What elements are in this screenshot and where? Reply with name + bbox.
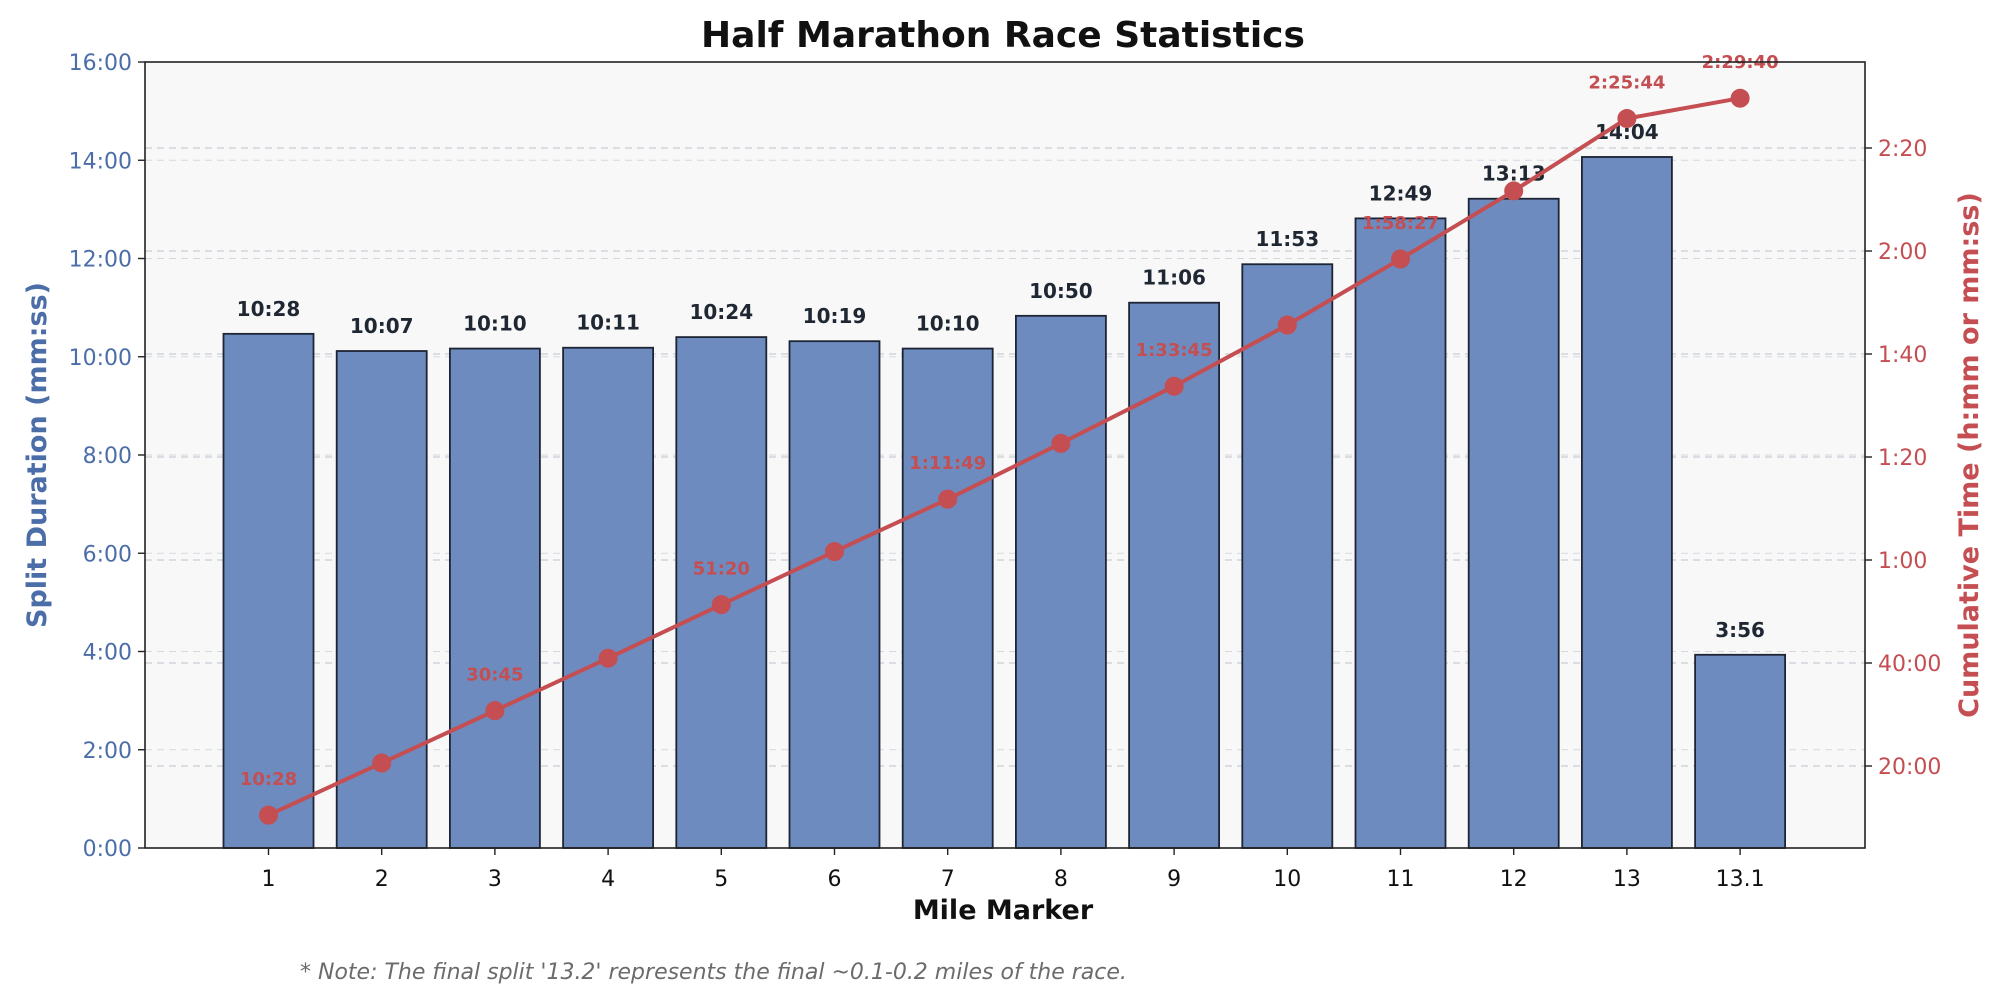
bar-label-7: 10:10 <box>916 312 980 336</box>
y-tick-label-0: 0:00 <box>83 837 132 862</box>
cumulative-label-9: 1:33:45 <box>1136 340 1213 361</box>
cumulative-point-9 <box>1164 376 1184 396</box>
x-tick-label-9: 9 <box>1167 867 1181 892</box>
bar-1 <box>222 332 315 849</box>
y2-tick-label-2: 1:00 <box>1878 549 1927 574</box>
x-tick-label-10: 10 <box>1273 867 1301 892</box>
bar-label-9: 11:06 <box>1142 266 1206 290</box>
bar-7 <box>901 347 994 849</box>
x-tick-label-1: 1 <box>262 867 276 892</box>
y2-tick-label-4: 1:40 <box>1878 343 1927 368</box>
bar-8 <box>1015 314 1107 849</box>
cumulative-point-8 <box>1051 433 1071 453</box>
cumulative-point-13.1 <box>1730 88 1750 108</box>
cumulative-point-5 <box>711 595 731 615</box>
bar-10 <box>1241 263 1334 849</box>
y-axis-left: 0:00 2:00 4:00 6:00 8:00 10:00 12:00 14:00 16:00 <box>69 51 145 862</box>
bar-3 <box>448 347 541 849</box>
bar-label-11: 12:49 <box>1369 181 1433 205</box>
cumulative-point-3 <box>485 701 505 721</box>
bar-4 <box>562 346 654 849</box>
x-axis-title: Mile Marker <box>913 895 1094 926</box>
y-tick-label-6: 12:00 <box>69 248 132 273</box>
cumulative-point-11 <box>1391 249 1410 269</box>
x-tick-label-12: 12 <box>1500 867 1528 892</box>
cumulative-point-10 <box>1277 315 1297 335</box>
x-tick-label-6: 6 <box>828 867 842 892</box>
chart-title: Half Marathon Race Statistics <box>701 15 1305 56</box>
x-tick-label-11: 11 <box>1387 867 1415 892</box>
bar-6 <box>788 340 881 849</box>
cumulative-line <box>259 88 1750 825</box>
cumulative-label-11: 1:58:27 <box>1362 213 1439 234</box>
bar-label-4: 10:11 <box>576 311 640 335</box>
bar-label-8: 10:50 <box>1029 279 1093 303</box>
y-tick-label-3: 6:00 <box>83 542 132 567</box>
footnote: * Note: The final split '13.2' represent… <box>300 960 1127 985</box>
y-axis-right: 20:00 40:00 1:00 1:20 1:40 2:00 2:20 <box>1865 137 1941 780</box>
bar-label-5: 10:24 <box>689 300 753 324</box>
cumulative-label-1: 10:28 <box>240 769 297 790</box>
x-tick-label-4: 4 <box>601 867 615 892</box>
y-tick-label-1: 2:00 <box>83 739 132 764</box>
cumulative-label-3: 30:45 <box>466 665 523 686</box>
bar-label-1: 10:28 <box>237 297 301 321</box>
bar-label-6: 10:19 <box>803 304 867 328</box>
y-axis-title: Split Duration (mm:ss) <box>22 282 53 628</box>
x-tick-label-13.1: 13.1 <box>1716 867 1765 892</box>
cumulative-point-7 <box>938 489 958 509</box>
bar-label-13.1: 3:56 <box>1715 618 1765 642</box>
x-tick-label-2: 2 <box>375 867 389 892</box>
bar-11 <box>1354 217 1447 849</box>
cumulative-point-6 <box>825 542 844 562</box>
cumulative-point-4 <box>598 648 618 668</box>
bar-13 <box>1581 156 1673 849</box>
y2-tick-label-6: 2:20 <box>1878 137 1927 162</box>
cumulative-point-12 <box>1504 181 1524 201</box>
bar-label-2: 10:07 <box>350 314 414 338</box>
cumulative-point-1 <box>259 805 278 825</box>
cumulative-point-2 <box>372 753 392 773</box>
x-tick-label-8: 8 <box>1054 867 1068 892</box>
x-axis: 1 2 3 4 5 6 7 8 9 10 11 12 13 13.1 <box>262 848 1765 892</box>
x-tick-label-7: 7 <box>941 867 955 892</box>
x-tick-label-5: 5 <box>714 867 728 892</box>
bar-2 <box>335 350 428 849</box>
bar-12 <box>1467 197 1560 849</box>
y2-tick-label-5: 2:00 <box>1878 240 1927 265</box>
y-tick-label-2: 4:00 <box>83 641 132 666</box>
y2-tick-label-3: 1:20 <box>1878 446 1927 471</box>
cumulative-label-13: 2:25:44 <box>1588 72 1665 93</box>
y-tick-label-4: 8:00 <box>83 444 132 469</box>
bar-label-3: 10:10 <box>463 312 527 336</box>
cumulative-polyline <box>267 96 1741 817</box>
x-tick-label-13: 13 <box>1613 867 1641 892</box>
cumulative-point-13 <box>1617 108 1637 128</box>
cumulative-label-7: 1:11:49 <box>909 453 986 474</box>
x-tick-label-3: 3 <box>488 867 502 892</box>
y2-tick-label-0: 20:00 <box>1878 755 1941 780</box>
bar-13.1 <box>1694 653 1786 849</box>
cumulative-label-5: 51:20 <box>693 559 750 580</box>
y-tick-label-5: 10:00 <box>69 346 132 371</box>
bar-5 <box>675 336 768 849</box>
y-tick-label-7: 14:00 <box>69 149 132 174</box>
y2-tick-label-1: 40:00 <box>1878 652 1941 677</box>
y-tick-label-8: 16:00 <box>69 51 132 76</box>
bar-label-10: 11:53 <box>1255 227 1319 251</box>
y2-axis-title: Cumulative Time (h:mm or mm:ss) <box>1954 192 1985 718</box>
